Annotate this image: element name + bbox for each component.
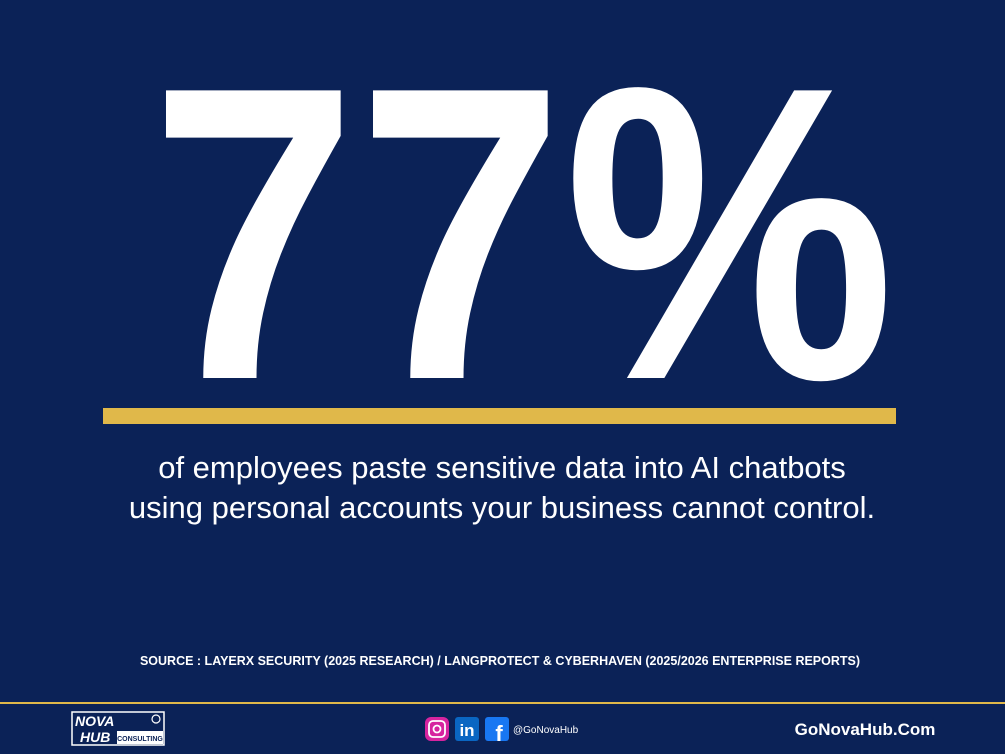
logo-tag: CONSULTING xyxy=(117,736,163,743)
logo: NOVA HUB CONSULTING xyxy=(71,711,165,746)
headline-line: of employees paste sensitive data into A… xyxy=(158,450,846,485)
logo-text: HUB xyxy=(80,729,110,745)
instagram-icon[interactable] xyxy=(425,717,449,741)
logo-frame xyxy=(71,711,165,746)
icon-text: in xyxy=(459,721,474,740)
icon-text: f xyxy=(495,721,503,746)
social-handle: @GoNovaHub xyxy=(513,725,579,736)
accent-bar xyxy=(103,408,896,424)
linkedin-icon[interactable]: in xyxy=(455,717,479,741)
logo-tag-bg xyxy=(117,731,163,744)
icon-bg xyxy=(425,717,449,741)
icon-bg xyxy=(455,717,479,741)
logo-dot xyxy=(151,714,161,724)
website[interactable]: GoNovaHub.Com xyxy=(795,720,936,739)
icon-shape xyxy=(428,720,446,738)
logo-text: NOVA xyxy=(75,713,114,729)
headline-line: using personal accounts your business ca… xyxy=(129,490,875,525)
headline-stat: 77% xyxy=(150,0,895,467)
facebook-icon[interactable]: f xyxy=(485,717,509,746)
icon-bg xyxy=(485,717,509,741)
source-note: SOURCE : LAYERX SECURITY (2025 RESEARCH)… xyxy=(140,654,860,668)
icon-shape xyxy=(432,724,442,734)
footer-divider xyxy=(0,702,1005,704)
